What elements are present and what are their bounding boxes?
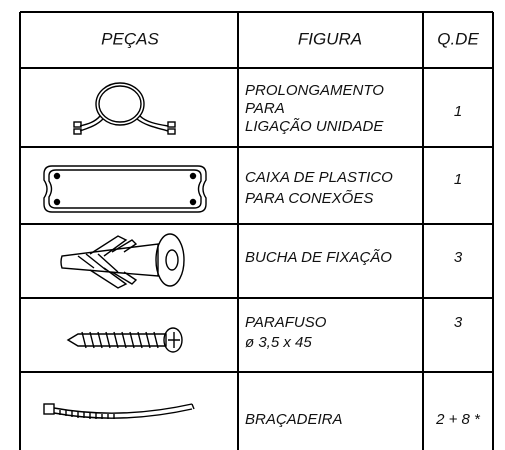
description-line: PARA (245, 100, 285, 117)
description-line: PARA CONEXÕES (245, 190, 373, 207)
description-line: CAIXA DE PLASTICO (245, 169, 393, 186)
quantity: 2 + 8 * (435, 411, 481, 428)
description-line: PROLONGAMENTO (245, 82, 384, 99)
header-cell: Q.DE (437, 29, 479, 48)
quantity: 1 (454, 171, 462, 188)
cable-tie-icon (43, 403, 195, 419)
quantity: 1 (454, 103, 462, 120)
description-line: BRAÇADEIRA (245, 411, 343, 428)
quantity: 3 (454, 249, 463, 266)
quantity: 3 (454, 314, 463, 331)
header-cell: FIGURA (298, 29, 362, 48)
description-line: ø 3,5 x 45 (245, 334, 312, 351)
cable-icon (73, 82, 176, 135)
description-line: LIGAÇÃO UNIDADE (245, 118, 384, 135)
header-cell: PEÇAS (101, 29, 159, 48)
description-line: PARAFUSO (245, 314, 327, 331)
description-line: BUCHA DE FIXAÇÃO (245, 249, 392, 266)
screw-icon (66, 327, 183, 353)
box-icon (43, 165, 207, 213)
anchor-icon (60, 233, 185, 289)
table-grid (19, 11, 494, 450)
